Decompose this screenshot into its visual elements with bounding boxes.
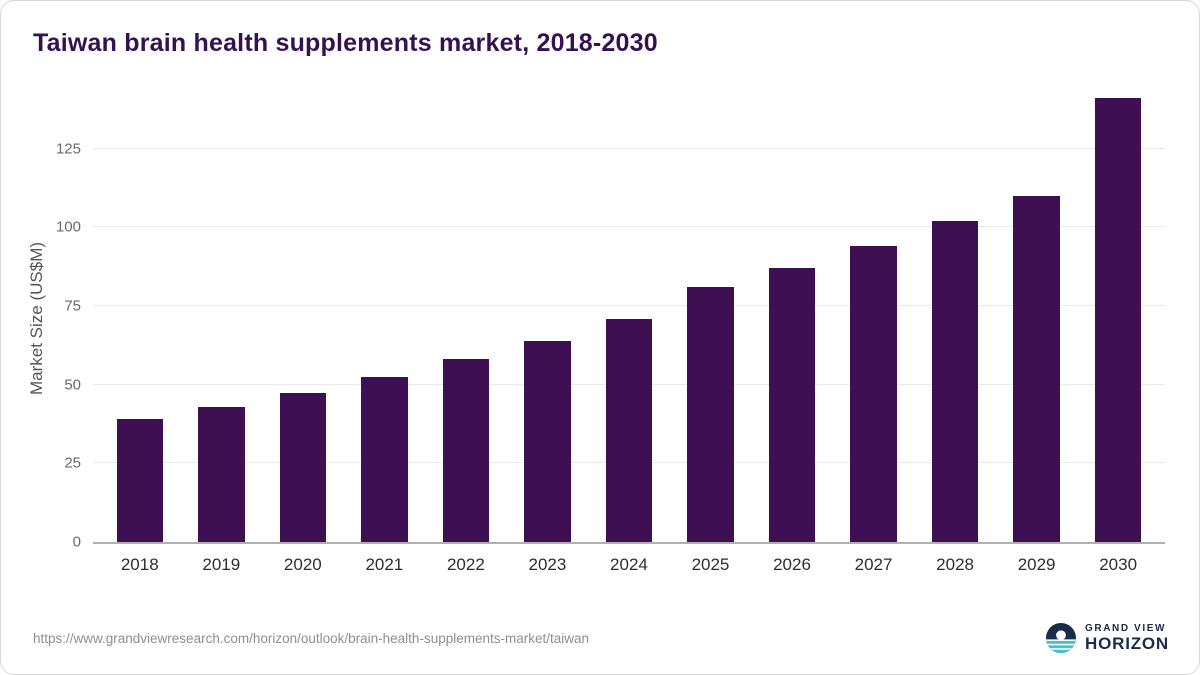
bar-slot xyxy=(670,92,752,542)
grand-view-horizon-logo: GRAND VIEW HORIZON xyxy=(1046,623,1169,654)
x-tick-label-2026: 2026 xyxy=(773,555,811,574)
x-tick-label-2021: 2021 xyxy=(365,555,404,574)
bar-2025 xyxy=(687,287,734,542)
x-axis-labels: 2018 2019 2020 2021 2022 2023 2024 2025 2026 2027… xyxy=(93,555,1165,575)
horizon-logo-icon xyxy=(1046,623,1077,654)
y-tick-label: 125 xyxy=(55,140,81,158)
x-tick-label-2027: 2027 xyxy=(854,555,893,574)
bar-2026 xyxy=(768,268,816,542)
bar-slot xyxy=(99,92,181,542)
footer: https://www.grandviewresearch.com/horizo… xyxy=(33,623,1169,654)
x-tick-label-2020: 2020 xyxy=(283,555,322,574)
gridline xyxy=(93,226,1165,228)
gridline xyxy=(93,147,1165,149)
source-url: https://www.grandviewresearch.com/horizo… xyxy=(33,630,590,646)
bar-slot xyxy=(833,92,915,542)
bar-2024 xyxy=(605,318,653,542)
y-axis-title: Market Size (US$M) xyxy=(27,241,46,395)
bar-2023 xyxy=(524,340,571,542)
bar-2020 xyxy=(279,392,327,542)
gridline xyxy=(93,305,1165,306)
x-tick-label-2022: 2022 xyxy=(446,555,485,574)
bar-slot xyxy=(181,92,263,542)
bar-slot xyxy=(996,92,1078,542)
x-tick-label-2018: 2018 xyxy=(120,555,159,574)
bar-2018 xyxy=(116,419,163,542)
bar-2028 xyxy=(931,221,979,542)
logo-line-horizon: HORIZON xyxy=(1085,634,1169,654)
bar-slot xyxy=(262,92,344,542)
bar-2030 xyxy=(1094,98,1142,542)
x-tick-label-2024: 2024 xyxy=(610,555,648,574)
bar-2019 xyxy=(198,406,245,542)
bar-2022 xyxy=(442,359,490,542)
y-tick-label: 25 xyxy=(64,454,81,472)
x-tick-label-2023: 2023 xyxy=(528,555,567,574)
bar-slot xyxy=(1077,92,1159,542)
y-tick-label: 0 xyxy=(72,533,81,551)
y-tick-label: 50 xyxy=(64,376,81,394)
bar-slot xyxy=(588,92,670,542)
x-tick-label-2019: 2019 xyxy=(202,555,241,574)
x-tick-label-2029: 2029 xyxy=(1017,555,1056,574)
x-tick-label-2030: 2030 xyxy=(1099,555,1138,574)
chart-title: Taiwan brain health supplements market, … xyxy=(33,29,658,57)
y-tick-label: 75 xyxy=(64,297,81,315)
bar-slot xyxy=(751,92,833,542)
y-tick-label: 100 xyxy=(55,218,81,236)
bar-2027 xyxy=(850,246,897,542)
plot-area: 0 25 50 75 100 125 xyxy=(56,92,1165,551)
logo-line-grand-view: GRAND VIEW xyxy=(1085,622,1167,634)
bar-2029 xyxy=(1013,195,1060,542)
bar-slot xyxy=(425,92,507,542)
x-tick-label-2025: 2025 xyxy=(691,555,730,574)
bar-2021 xyxy=(361,376,408,542)
plot-column: 0 25 50 75 100 125 2018 2019 2020 2021 2022 2023 20… xyxy=(47,92,1165,575)
logo-text: GRAND VIEW HORIZON xyxy=(1085,623,1169,654)
bars-container xyxy=(93,92,1165,542)
x-tick-label-2028: 2028 xyxy=(936,555,974,574)
bar-slot xyxy=(914,92,996,542)
bar-slot xyxy=(507,92,589,542)
bar-slot xyxy=(344,92,426,542)
bar-chart: Market Size (US$M) 0 25 50 75 100 125 2018 201… xyxy=(27,92,1165,575)
